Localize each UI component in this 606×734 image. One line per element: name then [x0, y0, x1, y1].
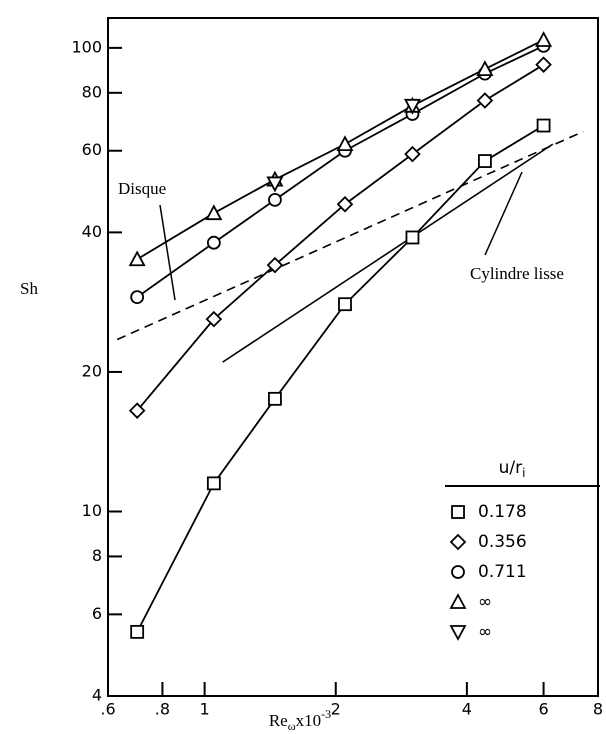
y-tick-label: 10: [82, 501, 102, 520]
data-point: [403, 98, 421, 115]
data-point: [476, 60, 494, 76]
data-point: [535, 31, 553, 47]
data-point: [205, 310, 223, 328]
data-point: [336, 135, 354, 152]
y-tick-label: 60: [82, 140, 102, 159]
data-point: [130, 624, 145, 639]
legend-marker: [449, 593, 467, 609]
reference-line: [116, 130, 584, 341]
data-point: [336, 195, 354, 213]
legend-label: ∞: [478, 622, 492, 642]
series-line: [136, 45, 544, 298]
x-tick-label: 4: [462, 700, 472, 719]
data-point: [268, 193, 282, 207]
data-point: [476, 92, 494, 109]
data-point: [128, 250, 146, 267]
x-axis-label: Reωx10-3: [269, 707, 331, 733]
data-point: [535, 56, 552, 73]
y-tick-label: 4: [92, 686, 102, 705]
legend-title: u/ri: [499, 458, 526, 480]
annotation: Cylindre lisse: [470, 264, 564, 283]
data-point: [404, 145, 421, 163]
x-tick-label: 8: [593, 700, 603, 719]
data-point: [268, 391, 282, 406]
data-point: [266, 176, 284, 193]
data-point: [338, 297, 352, 312]
x-tick-label: 2: [331, 700, 341, 719]
data-point: [128, 402, 146, 419]
reference-line: [222, 143, 554, 363]
annotation: Disque: [118, 179, 166, 198]
legend-marker: [449, 625, 467, 641]
x-tick-label: 1: [200, 700, 210, 719]
data-point: [266, 256, 284, 274]
data-point: [206, 476, 221, 491]
y-tick-label: 6: [92, 604, 102, 623]
y-axis-label: Sh: [20, 279, 38, 298]
plot-frame: [107, 17, 599, 697]
legend-label: 0.178: [478, 502, 527, 522]
data-point: [478, 154, 492, 168]
data-point: [206, 235, 221, 250]
series-line: [136, 63, 545, 412]
x-tick-label: .6: [100, 700, 115, 719]
legend-label: 0.711: [478, 562, 527, 582]
y-tick-label: 20: [82, 361, 102, 380]
y-tick-label: 100: [71, 37, 102, 56]
legend-label: 0.356: [478, 532, 527, 552]
y-tick-label: 8: [92, 546, 102, 565]
y-tick-label: 80: [82, 82, 102, 101]
legend-marker: [449, 533, 467, 551]
leader-line: [159, 204, 176, 301]
y-tick-label: 40: [82, 222, 102, 241]
legend-marker: [451, 565, 465, 579]
legend-label: ∞: [478, 592, 492, 612]
legend-marker: [451, 505, 465, 519]
data-point: [536, 118, 551, 133]
data-point: [130, 290, 145, 305]
x-tick-label: .8: [155, 700, 170, 719]
data-point: [205, 204, 223, 221]
x-tick-label: 6: [538, 700, 548, 719]
leader-line: [484, 171, 523, 256]
data-point: [405, 230, 420, 245]
